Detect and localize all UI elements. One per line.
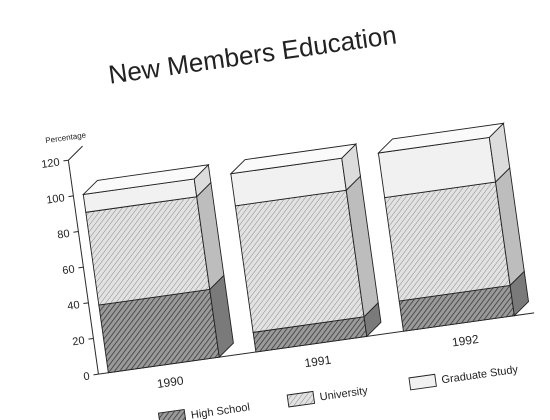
y-tick <box>83 302 89 305</box>
y-tick-label: 60 <box>62 263 76 277</box>
legend-label: Graduate Study <box>441 364 519 387</box>
y-tick <box>88 337 94 340</box>
legend: High School University Graduate Study <box>157 364 519 420</box>
bar-1990-university <box>85 196 211 306</box>
legend-item-high-school: High School <box>157 401 251 420</box>
y-tick-label: 120 <box>41 157 61 171</box>
bar-top-1990 <box>82 164 210 196</box>
y-tick <box>63 159 69 162</box>
bar-1992-university <box>384 181 511 302</box>
bar-stack-1990 <box>82 163 234 374</box>
y-tick-label: 100 <box>46 192 66 206</box>
y-axis-label: Percentage <box>45 130 87 145</box>
legend-swatch <box>157 409 187 420</box>
legend-label: University <box>319 385 369 404</box>
bar-top-1991 <box>229 143 358 175</box>
y-tick-label: 40 <box>67 299 81 313</box>
bar-stack-1992 <box>377 122 529 332</box>
legend-swatch <box>408 373 437 391</box>
bars <box>82 122 529 374</box>
x-tick-label: 1991 <box>304 353 333 371</box>
legend-item-university: University <box>286 385 369 408</box>
y-tick-label: 20 <box>72 335 86 349</box>
chart-title: New Members Education <box>107 20 399 90</box>
y-tick <box>93 373 99 376</box>
legend-label: High School <box>190 401 250 420</box>
y-tick <box>68 195 74 198</box>
y-tick <box>78 266 84 269</box>
bar-stack-1991 <box>229 143 382 353</box>
x-tick-label: 1992 <box>451 332 480 350</box>
bar-top-1992 <box>377 122 505 154</box>
y-tick-label: 0 <box>83 370 91 383</box>
y-tick <box>73 231 79 233</box>
x-tick-label: 1990 <box>156 373 185 391</box>
x-axis-labels: 1990 1991 1992 <box>156 332 480 391</box>
y-axis-depth-line <box>68 145 83 161</box>
y-tick-label: 80 <box>57 228 71 242</box>
legend-item-graduate-study: Graduate Study <box>408 364 519 391</box>
legend-swatch <box>286 390 316 408</box>
bar-1991-university <box>234 189 365 333</box>
